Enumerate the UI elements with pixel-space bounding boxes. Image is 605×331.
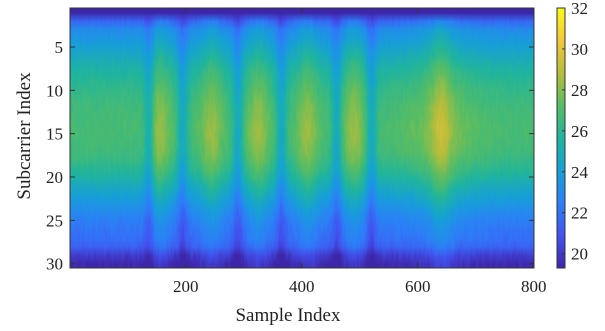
plot-area (69, 7, 535, 269)
y-tick-label: 20 (46, 168, 63, 187)
x-tick-label: 800 (521, 277, 547, 296)
colorbar-tick-label: 22 (571, 204, 588, 223)
x-axis-label: Sample Index (235, 305, 341, 326)
colorbar-tick-label: 32 (571, 0, 588, 18)
colorbar: 20 22 24 26 28 30 32 (556, 0, 589, 269)
y-tick-label: 30 (46, 255, 63, 274)
x-axis: 200 400 600 800 (173, 8, 547, 296)
y-tick-label: 5 (55, 38, 64, 57)
y-tick-label: 15 (46, 125, 63, 144)
y-axis-label: Subcarrier Index (14, 72, 35, 200)
y-tick-label: 10 (46, 81, 63, 100)
colorbar-tick-label: 20 (571, 245, 588, 264)
colorbar-frame (556, 7, 566, 269)
x-tick-label: 600 (405, 277, 431, 296)
y-axis: 5 10 15 20 25 30 (46, 38, 534, 274)
colorbar-gradient (557, 8, 565, 268)
heatmap-cells (70, 8, 534, 268)
y-tick-label: 25 (46, 211, 63, 230)
colorbar-tick-label: 24 (571, 163, 589, 182)
x-tick-label: 200 (173, 277, 199, 296)
x-tick-label: 400 (289, 277, 315, 296)
colorbar-tick-label: 28 (571, 81, 588, 100)
colorbar-tick-label: 30 (571, 40, 588, 59)
colorbar-tick-label: 26 (571, 122, 588, 141)
